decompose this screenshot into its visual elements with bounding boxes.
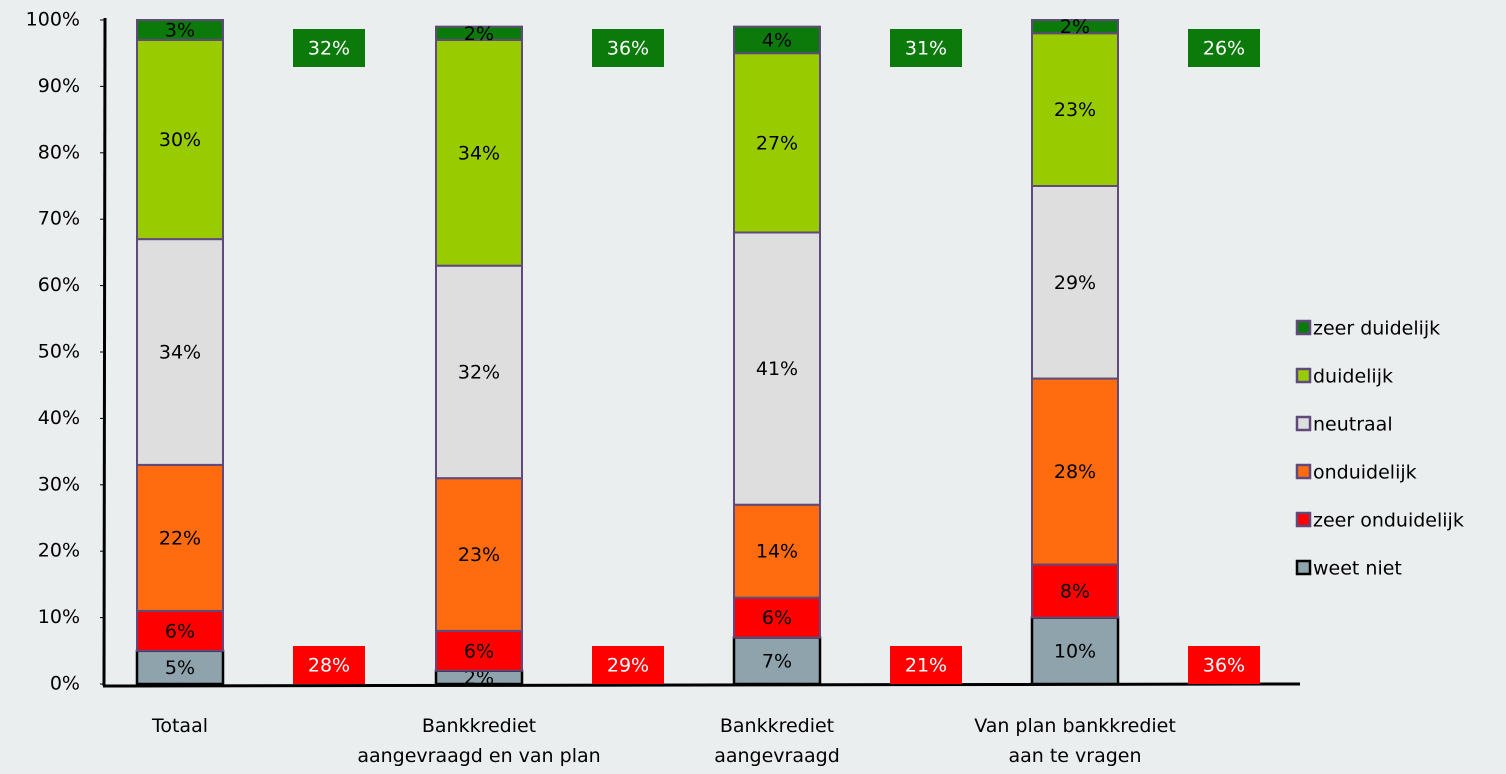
legend-swatch bbox=[1295, 415, 1312, 432]
total-box bbox=[890, 29, 962, 67]
data-label: 2% bbox=[1060, 16, 1090, 38]
x-tick-label: Totaal bbox=[151, 715, 208, 737]
bar-segment bbox=[135, 649, 225, 686]
x-tick-label-line: Van plan bankkrediet bbox=[974, 715, 1176, 737]
x-axis bbox=[102, 682, 1301, 688]
total-label: 26% bbox=[1203, 38, 1245, 60]
total-label: 21% bbox=[905, 655, 947, 677]
y-tick-label: 0% bbox=[50, 673, 80, 695]
y-tick-label: 40% bbox=[38, 407, 80, 429]
total-box bbox=[890, 646, 962, 684]
total-box bbox=[592, 646, 664, 684]
bar-segment bbox=[435, 25, 523, 41]
data-label: 34% bbox=[458, 142, 500, 164]
bar-segment bbox=[136, 19, 224, 41]
x-tick-label: Van plan bankkrediet aan te vragen bbox=[974, 715, 1176, 767]
data-label: 3% bbox=[165, 19, 195, 41]
total-label: 28% bbox=[308, 655, 350, 677]
total-label: 32% bbox=[308, 38, 350, 60]
legend-label: neutraal bbox=[1313, 414, 1393, 436]
data-label: 34% bbox=[159, 342, 201, 364]
bar-segment bbox=[1031, 563, 1119, 619]
data-label: 29% bbox=[1054, 272, 1096, 294]
data-label: 28% bbox=[1054, 461, 1096, 483]
y-tick-label: 50% bbox=[38, 341, 80, 363]
y-tick-label: 60% bbox=[38, 274, 80, 296]
total-box bbox=[293, 29, 365, 67]
data-label: 2% bbox=[464, 667, 494, 689]
bar-segment bbox=[733, 231, 821, 506]
y-tick-label: 70% bbox=[38, 208, 80, 230]
total-box bbox=[592, 29, 664, 67]
data-label: 27% bbox=[756, 132, 798, 154]
bar-segment bbox=[1031, 32, 1119, 187]
data-label: 30% bbox=[159, 129, 201, 151]
x-tick-label-line: aangevraagd en van plan bbox=[357, 745, 600, 767]
data-label: 7% bbox=[762, 650, 792, 672]
data-label: 8% bbox=[1060, 581, 1090, 603]
total-label: 31% bbox=[905, 38, 947, 60]
x-tick-label-line: Bankkrediet bbox=[422, 715, 536, 737]
bar-segment bbox=[733, 503, 821, 599]
data-label: 23% bbox=[1054, 99, 1096, 121]
legend-label: onduidelijk bbox=[1313, 462, 1417, 484]
y-tick-label: 90% bbox=[38, 75, 80, 97]
x-tick-label-line: Bankkrediet bbox=[720, 715, 834, 737]
data-label: 6% bbox=[165, 620, 195, 642]
data-label: 10% bbox=[1054, 640, 1096, 662]
data-label: 6% bbox=[762, 607, 792, 629]
bar-segment bbox=[733, 596, 821, 639]
bar-segment bbox=[732, 636, 822, 686]
x-tick-label: Bankkrediet aangevraagd en van plan bbox=[357, 715, 600, 767]
bar-segment bbox=[1031, 19, 1119, 35]
bar-segment bbox=[435, 629, 523, 672]
legend-swatch bbox=[1295, 319, 1312, 336]
legend-swatch bbox=[1295, 559, 1312, 576]
data-label: 14% bbox=[756, 541, 798, 563]
total-label: 36% bbox=[1203, 655, 1245, 677]
x-tick-label-line: Totaal bbox=[151, 715, 208, 737]
bar-segment bbox=[136, 38, 224, 241]
x-tick-label: Bankkrediet aangevraagd bbox=[714, 715, 840, 767]
legend-label: duidelijk bbox=[1313, 366, 1393, 388]
data-label: 4% bbox=[762, 29, 792, 51]
bar-segment bbox=[435, 477, 523, 632]
total-box bbox=[1188, 29, 1260, 67]
data-label: 5% bbox=[165, 657, 195, 679]
bar-segment bbox=[1031, 377, 1119, 566]
data-label: 2% bbox=[464, 23, 494, 45]
data-label: 22% bbox=[159, 527, 201, 549]
legend-label: zeer onduidelijk bbox=[1313, 510, 1464, 532]
legend-label: weet niet bbox=[1313, 558, 1402, 580]
total-box bbox=[293, 646, 365, 684]
legend-swatch bbox=[1295, 463, 1312, 480]
total-box bbox=[1188, 646, 1260, 684]
data-label: 41% bbox=[756, 358, 798, 380]
x-tick-label-line: aan te vragen bbox=[1008, 745, 1141, 767]
legend-swatch bbox=[1295, 367, 1312, 384]
total-label: 36% bbox=[607, 38, 649, 60]
data-label: 6% bbox=[464, 640, 494, 662]
y-tick-label: 20% bbox=[38, 540, 80, 562]
x-tick-label-line: aangevraagd bbox=[714, 745, 840, 767]
total-label: 29% bbox=[607, 655, 649, 677]
bar-segment bbox=[733, 25, 821, 55]
y-tick-label: 80% bbox=[38, 141, 80, 163]
y-tick-label: 10% bbox=[38, 606, 80, 628]
legend-label: zeer duidelijk bbox=[1313, 318, 1440, 340]
y-tick-label: 30% bbox=[38, 473, 80, 495]
data-label: 32% bbox=[458, 361, 500, 383]
y-tick-label: 100% bbox=[26, 9, 80, 31]
bar-segment bbox=[435, 264, 523, 480]
legend-swatch bbox=[1295, 511, 1312, 528]
data-label: 23% bbox=[458, 544, 500, 566]
